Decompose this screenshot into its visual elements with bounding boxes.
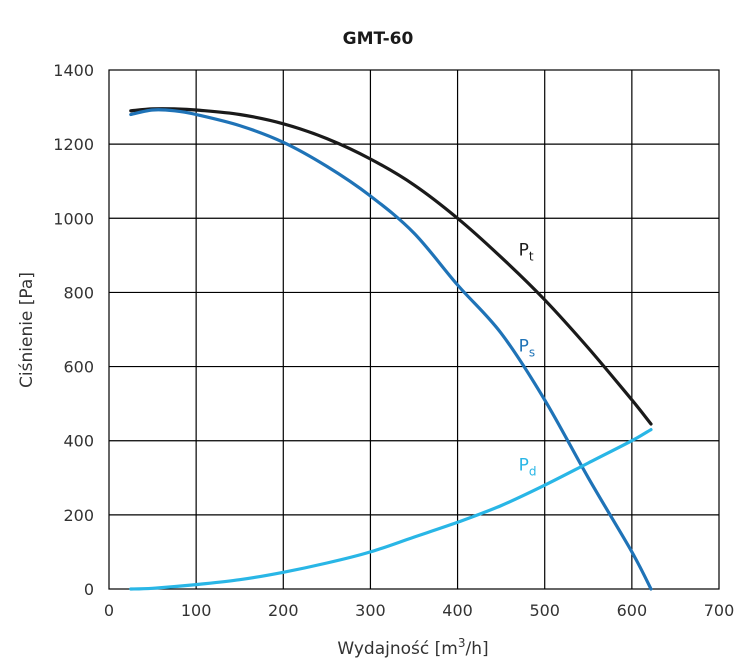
y-axis-label: Ciśnienie [Pa] (17, 272, 37, 388)
x-axis-label-suffix: /h] (465, 639, 488, 659)
y-tick-label: 1000 (53, 209, 94, 228)
y-tick-label: 1200 (53, 135, 94, 154)
plot-grid (108, 69, 720, 590)
x-tick-label: 600 (617, 601, 648, 620)
series-line-Pd (129, 428, 653, 591)
series-label-Pt: Pt (519, 240, 534, 263)
x-tick-label: 700 (704, 601, 735, 620)
y-tick-label: 200 (63, 506, 94, 525)
x-tick-label: 500 (529, 601, 560, 620)
series-label-Ps: Ps (519, 337, 536, 360)
x-tick-label: 400 (442, 601, 473, 620)
series-label-Pd: Pd (519, 455, 537, 478)
series-lines (129, 107, 653, 591)
y-tick-label: 800 (63, 283, 94, 302)
x-tick-label: 100 (181, 601, 212, 620)
y-tick-label: 1400 (53, 61, 94, 80)
x-tick-label: 200 (268, 601, 299, 620)
y-axis-ticks: 0 200 400 600 800 1000 1200 1400 (53, 61, 94, 599)
series-line-Ps (129, 108, 653, 591)
x-axis-ticks: 0 100 200 300 400 500 600 700 (104, 601, 734, 620)
x-tick-label: 300 (355, 601, 386, 620)
x-axis-label-sup: 3 (458, 636, 466, 650)
y-tick-label: 400 (63, 432, 94, 451)
x-axis-label: Wydajność [m3/h] (337, 636, 488, 659)
y-tick-label: 600 (63, 358, 94, 377)
x-tick-label: 0 (104, 601, 114, 620)
chart-title: GMT-60 (343, 29, 414, 49)
y-tick-label: 0 (84, 580, 94, 599)
x-axis-label-prefix: Wydajność [m (337, 639, 457, 659)
plot-frame (108, 69, 720, 590)
series-labels: Pt Ps Pd (519, 240, 537, 478)
series-line-Pt (129, 107, 653, 426)
